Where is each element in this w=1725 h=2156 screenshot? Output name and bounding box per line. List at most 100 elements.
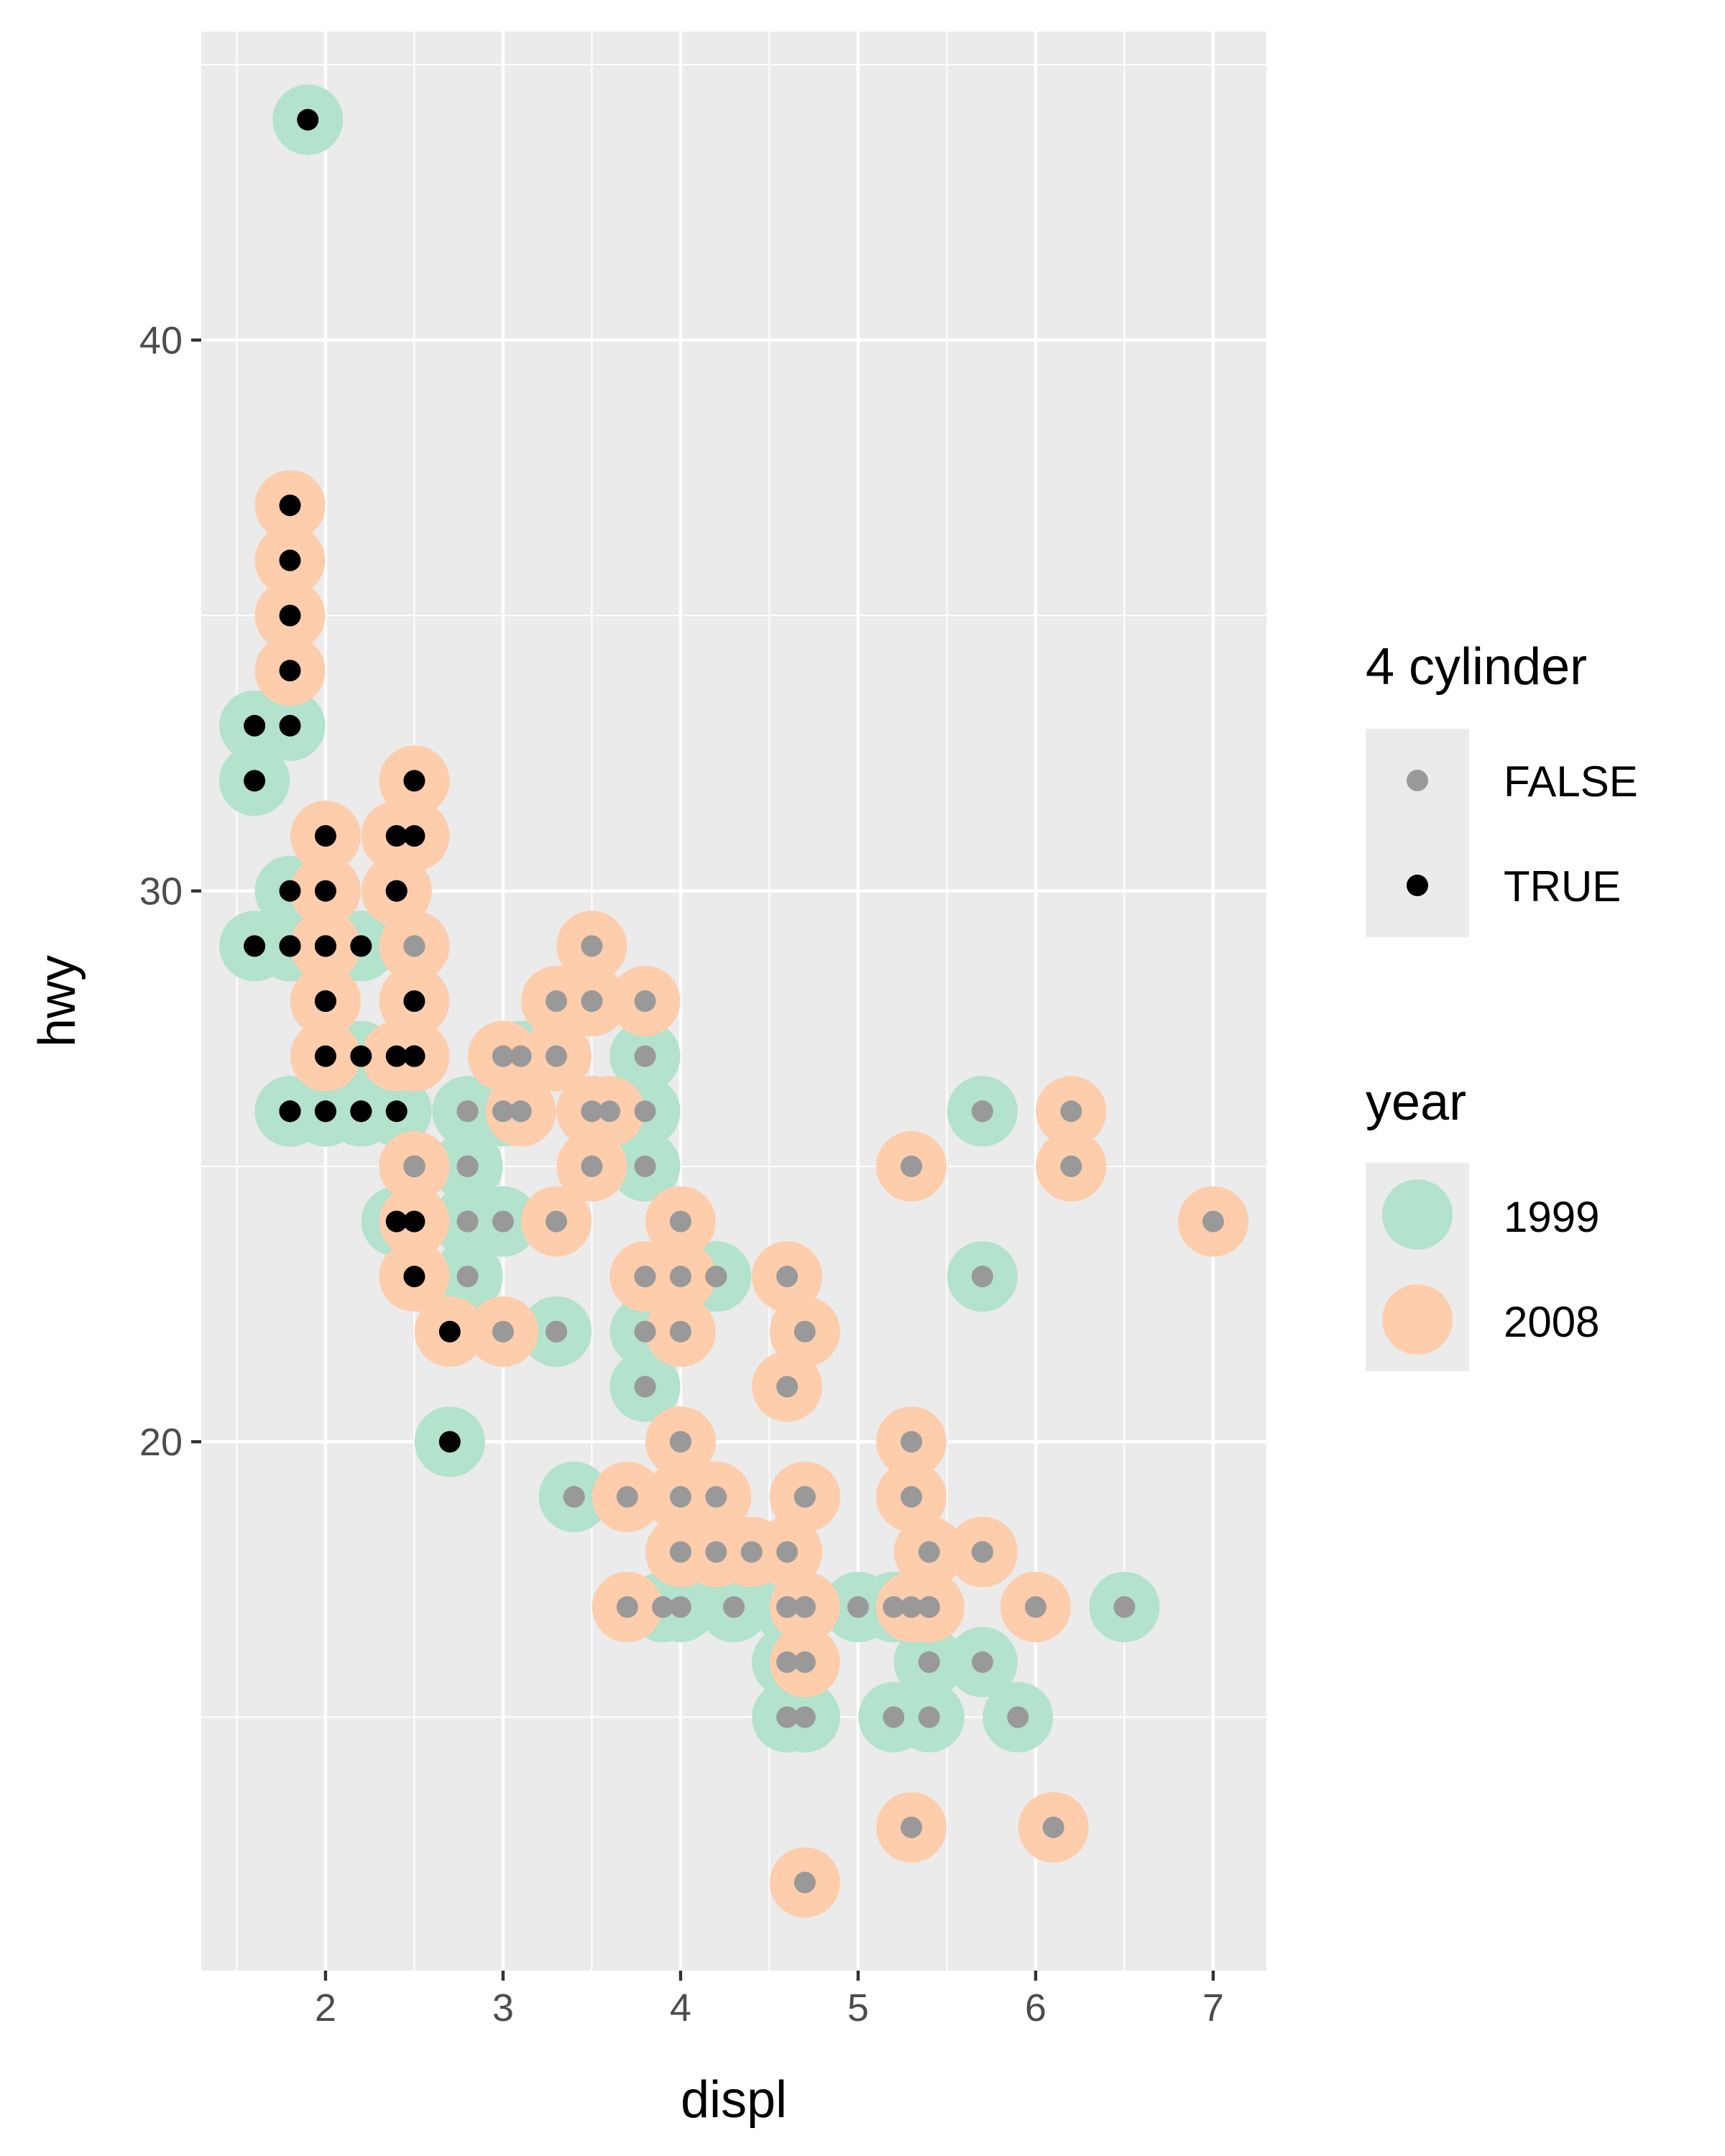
- point-4-cylinder-false: [634, 1376, 656, 1398]
- point-4-cylinder-true: [279, 660, 301, 682]
- point-4-cylinder-false: [634, 1266, 656, 1288]
- point-4-cylinder-true: [314, 1045, 336, 1067]
- legend-key-2008: [1382, 1284, 1453, 1355]
- legend-label-true: TRUE: [1504, 862, 1621, 911]
- legend-4-cylinder: 4 cylinder FALSE TRUE: [1366, 638, 1638, 937]
- point-4-cylinder-false: [669, 1431, 691, 1453]
- point-4-cylinder-false: [776, 1706, 799, 1728]
- point-4-cylinder-true: [244, 714, 266, 737]
- point-4-cylinder-false: [634, 1100, 656, 1123]
- plot-panel: [201, 32, 1266, 1971]
- point-4-cylinder-false: [776, 1541, 799, 1563]
- point-4-cylinder-false: [1060, 1155, 1082, 1177]
- point-4-cylinder-true: [385, 1045, 408, 1067]
- point-4-cylinder-false: [794, 1320, 816, 1342]
- point-4-cylinder-false: [776, 1376, 799, 1398]
- point-4-cylinder-true: [279, 935, 301, 957]
- point-4-cylinder-false: [669, 1596, 691, 1618]
- point-4-cylinder-false: [616, 1485, 638, 1508]
- point-4-cylinder-true: [438, 1431, 461, 1453]
- data-points: [219, 84, 1248, 1918]
- point-4-cylinder-false: [918, 1651, 940, 1673]
- point-4-cylinder-false: [546, 1210, 567, 1233]
- point-4-cylinder-false: [403, 935, 426, 957]
- point-4-cylinder-false: [794, 1596, 816, 1618]
- point-4-cylinder-false: [669, 1485, 691, 1508]
- x-tick-label: 2: [315, 1986, 336, 2030]
- point-4-cylinder-false: [492, 1210, 514, 1233]
- point-4-cylinder-false: [776, 1651, 799, 1673]
- point-4-cylinder-false: [971, 1651, 993, 1673]
- point-4-cylinder-true: [279, 880, 301, 902]
- x-tick-label: 7: [1202, 1986, 1224, 2030]
- legend-title-4-cylinder: 4 cylinder: [1366, 638, 1587, 696]
- point-4-cylinder-false: [705, 1485, 727, 1508]
- point-4-cylinder-false: [634, 1320, 656, 1342]
- point-4-cylinder-false: [794, 1651, 816, 1673]
- y-tick-label: 30: [139, 870, 183, 913]
- point-4-cylinder-false: [599, 1100, 621, 1123]
- point-4-cylinder-false: [901, 1596, 922, 1618]
- point-4-cylinder-false: [492, 1100, 514, 1123]
- point-4-cylinder-false: [581, 1100, 603, 1123]
- point-4-cylinder-false: [1113, 1596, 1136, 1618]
- point-4-cylinder-false: [705, 1541, 727, 1563]
- point-4-cylinder-false: [883, 1596, 905, 1618]
- point-4-cylinder-true: [403, 990, 426, 1012]
- point-4-cylinder-false: [546, 1320, 567, 1342]
- point-4-cylinder-true: [403, 1045, 426, 1067]
- point-4-cylinder-false: [581, 935, 603, 957]
- point-4-cylinder-false: [740, 1541, 763, 1563]
- x-axis-title: displ: [681, 2071, 787, 2129]
- point-4-cylinder-false: [669, 1210, 691, 1233]
- point-4-cylinder-false: [847, 1596, 869, 1618]
- point-4-cylinder-false: [1060, 1100, 1082, 1123]
- legend-key-true: [1407, 875, 1428, 896]
- point-4-cylinder-false: [563, 1485, 585, 1508]
- point-4-cylinder-true: [314, 935, 336, 957]
- point-4-cylinder-false: [581, 990, 603, 1012]
- point-4-cylinder-true: [279, 549, 301, 571]
- point-4-cylinder-false: [669, 1541, 691, 1563]
- point-4-cylinder-false: [901, 1431, 922, 1453]
- point-4-cylinder-true: [297, 109, 319, 131]
- axes: 2 3 4 5 6 7 20 30 40: [139, 319, 1224, 2030]
- point-4-cylinder-false: [669, 1266, 691, 1288]
- point-4-cylinder-false: [776, 1266, 799, 1288]
- point-4-cylinder-true: [314, 825, 336, 847]
- point-4-cylinder-true: [385, 1210, 408, 1233]
- y-axis-title: hwy: [29, 955, 86, 1047]
- point-4-cylinder-false: [776, 1596, 799, 1618]
- point-4-cylinder-false: [1042, 1816, 1064, 1838]
- point-4-cylinder-false: [510, 1100, 532, 1123]
- point-4-cylinder-true: [350, 1100, 372, 1123]
- point-4-cylinder-true: [385, 825, 408, 847]
- point-4-cylinder-false: [1024, 1596, 1046, 1618]
- point-4-cylinder-false: [492, 1045, 514, 1067]
- legend-label-2008: 2008: [1504, 1298, 1599, 1346]
- point-4-cylinder-true: [244, 935, 266, 957]
- point-4-cylinder-true: [350, 935, 372, 957]
- point-4-cylinder-true: [438, 1320, 461, 1342]
- point-4-cylinder-false: [1202, 1210, 1224, 1233]
- point-4-cylinder-true: [350, 1045, 372, 1067]
- point-4-cylinder-true: [385, 880, 408, 902]
- point-4-cylinder-true: [244, 770, 266, 792]
- point-4-cylinder-false: [901, 1155, 922, 1177]
- point-4-cylinder-false: [794, 1706, 816, 1728]
- point-4-cylinder-true: [314, 880, 336, 902]
- point-4-cylinder-false: [794, 1871, 816, 1894]
- legend-key-false: [1407, 770, 1428, 791]
- point-4-cylinder-false: [723, 1596, 745, 1618]
- point-4-cylinder-false: [546, 1045, 567, 1067]
- point-4-cylinder-false: [634, 990, 656, 1012]
- legend-label-1999: 1999: [1504, 1193, 1599, 1241]
- legend-label-false: FALSE: [1504, 757, 1638, 806]
- point-4-cylinder-true: [314, 1100, 336, 1123]
- point-4-cylinder-true: [403, 1266, 426, 1288]
- point-4-cylinder-true: [279, 494, 301, 517]
- point-4-cylinder-false: [794, 1485, 816, 1508]
- x-tick-label: 3: [492, 1986, 514, 2030]
- point-4-cylinder-false: [510, 1045, 532, 1067]
- point-4-cylinder-false: [456, 1266, 479, 1288]
